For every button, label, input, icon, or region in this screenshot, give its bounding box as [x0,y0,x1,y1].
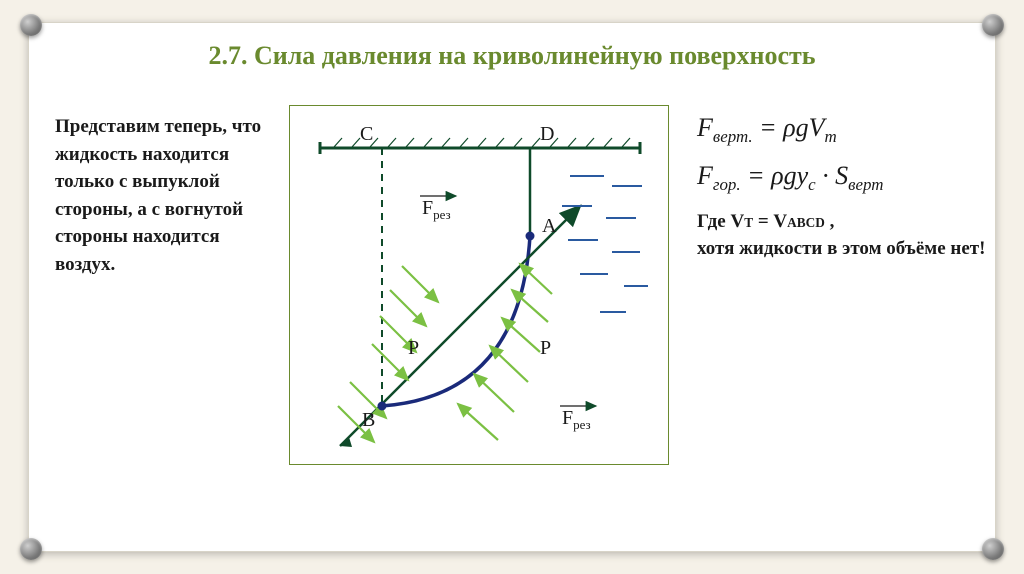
svg-text:P: P [540,337,551,359]
corner-rivet-icon [982,14,1004,36]
svg-text:A: A [542,215,557,237]
corner-rivet-icon [20,538,42,560]
diagram-container: A B C D Fрез Fрез P P [289,105,669,465]
pressure-diagram: A B C D Fрез Fрез P P [290,106,670,466]
right-column: Fверт. = ρgVт Fгор. = ρgyc · Sверт Где V… [697,113,987,263]
left-paragraph: Представим теперь, что жидкость находитс… [55,113,275,278]
slide-title: 2.7. Сила давления на криволинейную пове… [29,41,995,71]
svg-text:P: P [408,337,419,359]
svg-text:Fрез: Fрез [422,197,451,222]
svg-text:B: B [362,409,375,431]
explanation-text: Где VТ = VABCD , хотя жидкости в этом об… [697,209,987,262]
svg-text:C: C [360,123,373,145]
corner-rivet-icon [20,14,42,36]
slide-paper: 2.7. Сила давления на криволинейную пове… [28,22,996,552]
svg-text:Fрез: Fрез [562,407,591,432]
equation-horizontal: Fгор. = ρgyc · Sверт [697,161,987,195]
corner-rivet-icon [982,538,1004,560]
equation-vertical: Fверт. = ρgVт [697,113,987,147]
svg-text:D: D [540,123,554,145]
